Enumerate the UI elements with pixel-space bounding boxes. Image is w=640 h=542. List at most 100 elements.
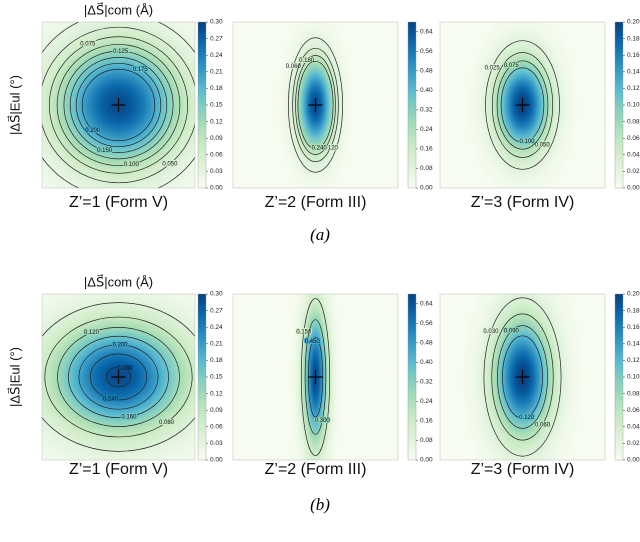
contour-label: 0.175	[133, 67, 149, 73]
colorbar-tick-label: 0.06	[627, 407, 640, 414]
contour-line	[78, 344, 159, 410]
panel-frame	[41, 21, 196, 189]
contour-line	[57, 327, 180, 427]
contour-label: 0.200	[85, 128, 101, 134]
contour-line	[304, 319, 327, 435]
y-axis-label: |ΔS⃗|Eul (°)	[7, 75, 22, 135]
contour-label: 0.200	[113, 342, 129, 348]
panel-frame	[232, 293, 399, 461]
panel-title: Z’=1 (Form V)	[69, 461, 168, 478]
panel-title: Z’=3 (Form IV)	[471, 461, 575, 478]
colorbar	[197, 293, 207, 461]
colorbar-tick-label: 0.64	[420, 300, 433, 307]
colorbar-tick-label: 0.16	[420, 418, 433, 425]
contour-label: 0.300	[315, 418, 331, 424]
colorbar-tick-label: 0.32	[420, 107, 433, 114]
contour-line	[105, 366, 132, 388]
colorbar-tick-label: 0.14	[627, 341, 640, 348]
colorbar-tick-label: 0.09	[210, 135, 223, 142]
colorbar	[407, 21, 417, 189]
colorbar-tick-label: 0.40	[420, 87, 433, 94]
caption: (a)	[310, 225, 330, 244]
colorbar-tick-label: 0.12	[210, 118, 223, 125]
colorbar-tick-label: 0.48	[420, 340, 433, 347]
colorbar-tick-label: 0.02	[627, 440, 640, 447]
panel-frame	[41, 293, 196, 461]
contour-line	[44, 316, 193, 438]
x-axis-label: |ΔS⃗|com (Å)	[84, 2, 153, 17]
contour-line	[491, 52, 554, 158]
colorbar-tick-label: 0.08	[420, 165, 433, 172]
contour-label: 0.075	[504, 63, 520, 69]
colorbar-tick-label: 0.12	[210, 390, 223, 397]
panel-title: Z’=1 (Form V)	[69, 194, 168, 211]
panel: 0.060 0.120 0.180 0.240	[233, 22, 398, 188]
contour-line	[81, 68, 156, 142]
contour-label: 0.450	[305, 339, 321, 345]
contour-label: 0.160	[121, 414, 137, 420]
contour-line	[63, 50, 174, 160]
contour-line	[68, 335, 169, 419]
colorbar-tick-label: 0.12	[627, 85, 640, 92]
contour-line	[297, 60, 334, 150]
colorbar-tick-label: 0.16	[627, 324, 640, 331]
colorbar-tick-label: 0.00	[627, 457, 640, 464]
colorbar-tick-label: 0.04	[627, 424, 640, 431]
colorbar-tick-label: 0.06	[210, 424, 223, 431]
colorbar-tick-label: 0.30	[210, 19, 223, 26]
contour-label: 0.100	[519, 139, 535, 145]
colorbar-tick-label: 0.15	[210, 102, 223, 109]
colorbar-tick-label: 0.24	[420, 126, 433, 133]
contour-label: 0.240	[103, 397, 119, 403]
contour-line	[69, 56, 168, 154]
contour-line	[483, 297, 562, 457]
colorbar	[407, 293, 417, 461]
colorbar-tick-label: 0.15	[210, 374, 223, 381]
colorbar-tick-label: 0.02	[627, 168, 640, 175]
caption: (b)	[310, 495, 330, 514]
contour-label: 0.030	[483, 329, 499, 335]
colorbar-tick-label: 0.18	[210, 357, 223, 364]
contour-label: 0.120	[84, 330, 100, 336]
colorbar-tick-label: 0.00	[210, 457, 223, 464]
colorbar-tick-label: 0.09	[210, 407, 223, 414]
contour-label: 0.240	[312, 145, 328, 151]
colorbar	[197, 21, 207, 189]
colorbar-tick-label: 0.56	[420, 320, 433, 327]
colorbar-tick-label: 0.04	[627, 152, 640, 159]
colorbar-tick-label: 0.10	[627, 374, 640, 381]
colorbar-tick-label: 0.00	[420, 457, 433, 464]
colorbar-tick-label: 0.18	[627, 307, 640, 314]
colorbar-tick-label: 0.08	[627, 118, 640, 125]
panel-frame	[439, 293, 606, 461]
colorbar-tick-label: 0.30	[210, 291, 223, 298]
colorbar-tick-label: 0.24	[210, 324, 223, 331]
contour-line	[56, 44, 181, 166]
colorbar-tick-label: 0.20	[627, 291, 640, 298]
colorbar-tick-label: 0.48	[420, 68, 433, 75]
colorbar-tick-label: 0.03	[210, 168, 223, 175]
colorbar-tick-label: 0.64	[420, 28, 433, 35]
colorbar-tick-label: 0.24	[210, 52, 223, 59]
panel-title: Z’=3 (Form IV)	[471, 194, 575, 211]
contour-label: 0.075	[80, 41, 96, 47]
contour-line	[496, 60, 549, 150]
colorbar-tick-label: 0.21	[210, 341, 223, 348]
colorbar-tick-label: 0.08	[420, 437, 433, 444]
contour-line	[42, 26, 195, 184]
colorbar	[614, 21, 624, 189]
colorbar-tick-label: 0.18	[627, 35, 640, 42]
colorbar-tick-label: 0.24	[420, 398, 433, 405]
contour-label: 0.060	[286, 64, 302, 70]
colorbar-tick-label: 0.32	[420, 379, 433, 386]
contour-label: 0.280	[117, 366, 133, 372]
contour-line	[307, 336, 324, 418]
colorbar-tick-label: 0.08	[627, 390, 640, 397]
contour-line	[300, 298, 331, 456]
contour-line	[42, 302, 195, 452]
contour-label: 0.150	[296, 330, 312, 336]
contour-label: 0.090	[504, 329, 520, 335]
contour-label: 0.080	[159, 420, 175, 426]
y-axis-label: |ΔS⃗|Eul (°)	[7, 347, 22, 407]
